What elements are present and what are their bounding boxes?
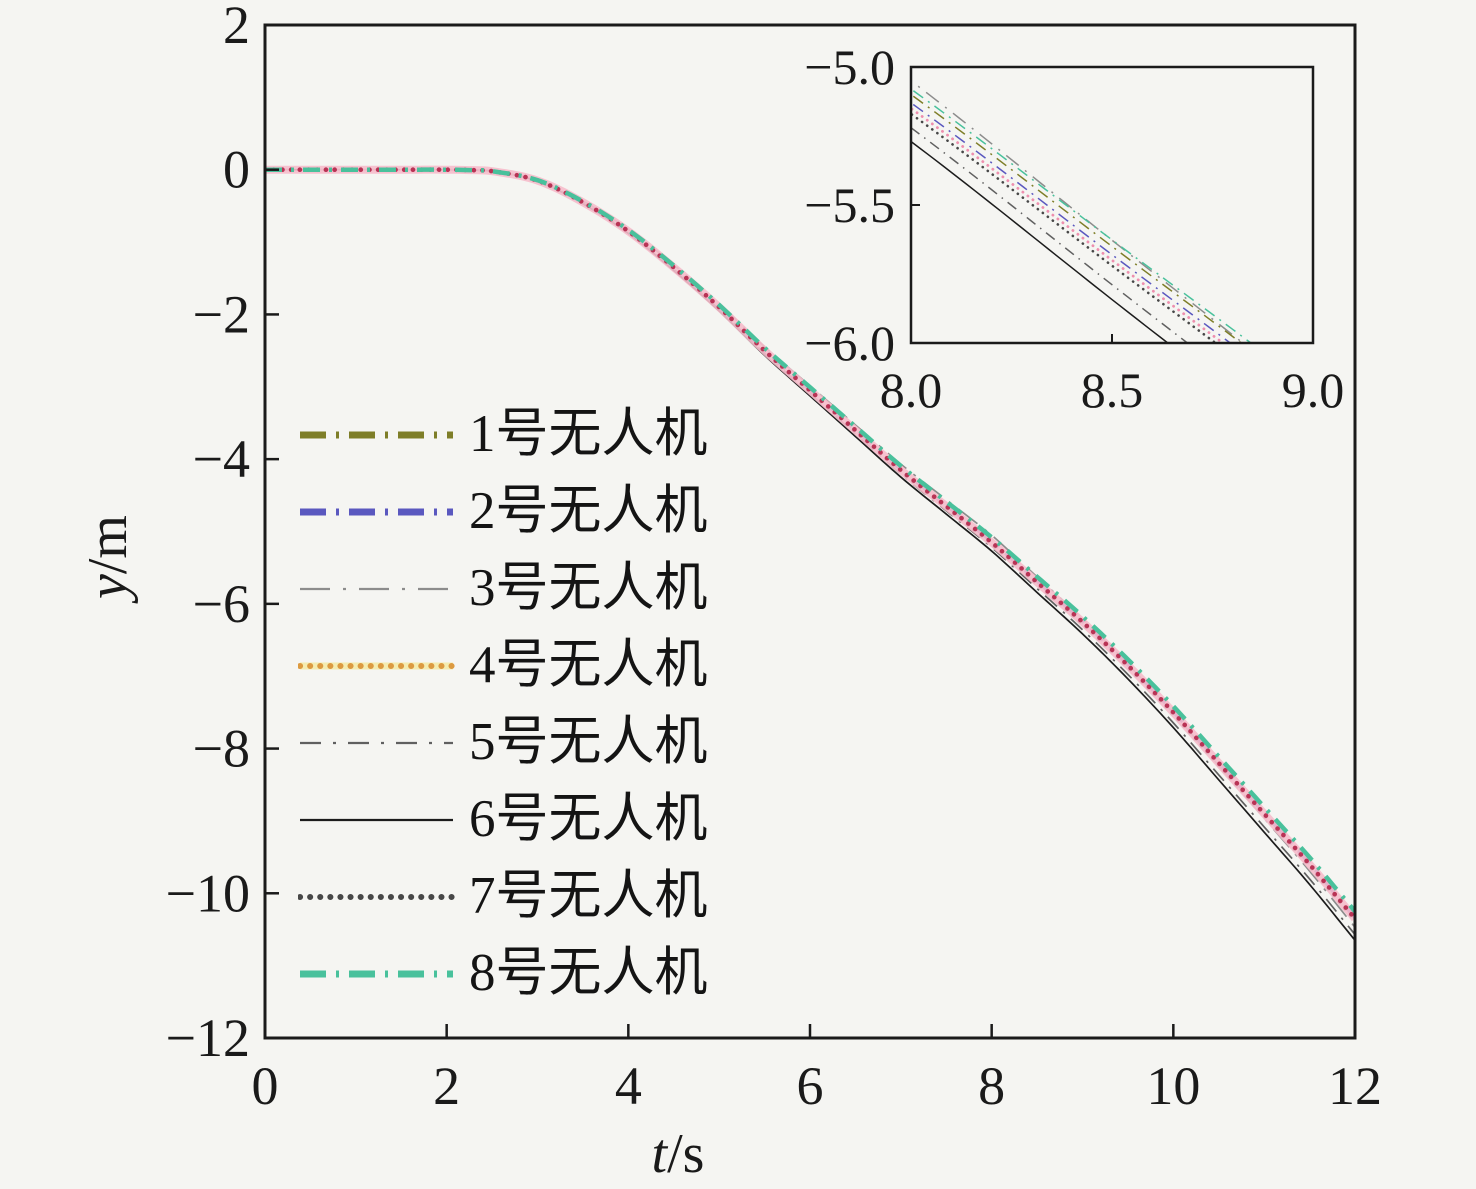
legend-label-7: 7号无人机 <box>469 867 708 925</box>
legend-sample-1 <box>300 431 453 438</box>
x-axis-variable: t <box>651 1123 668 1185</box>
legend-item-6: 6号无人机 <box>298 781 708 858</box>
legend-item-8: 8号无人机 <box>298 935 708 1012</box>
legend-label-5: 5号无人机 <box>469 713 708 771</box>
legend-label-8: 8号无人机 <box>469 944 708 1002</box>
x-tick-label: 10 <box>1146 1056 1200 1116</box>
legend-sample-3 <box>300 587 453 590</box>
legend-label-4: 4号无人机 <box>469 636 708 694</box>
legend: 1号无人机 2号无人机 3号无人机 4号无人机 5号无人机 6号无人机 7号无人机 8号无人机 <box>298 396 708 1012</box>
legend-item-3: 3号无人机 <box>298 550 708 627</box>
y-tick-label: −8 <box>193 719 250 779</box>
legend-label-6: 6号无人机 <box>469 790 708 848</box>
legend-item-5: 5号无人机 <box>298 704 708 781</box>
y-tick-label: −12 <box>166 1008 250 1068</box>
inset-x-tick-label: 8.0 <box>880 362 943 418</box>
y-axis-variable: y <box>76 574 139 599</box>
legend-sample-7 <box>298 893 455 900</box>
x-tick-label: 12 <box>1328 1056 1382 1116</box>
x-tick-label: 4 <box>615 1056 642 1116</box>
legend-sample-4 <box>298 662 455 669</box>
legend-item-7: 7号无人机 <box>298 858 708 935</box>
y-tick-label: −4 <box>193 429 250 489</box>
inset-series-line-4 <box>911 106 1226 343</box>
inset-series-line-7 <box>911 112 1218 343</box>
y-axis-title: y/m <box>76 515 140 599</box>
series-line-4 <box>265 167 1355 921</box>
inset-x-tick-label: 9.0 <box>1282 362 1345 418</box>
y-tick-label: 0 <box>223 140 250 200</box>
legend-label-1: 1号无人机 <box>469 405 708 463</box>
legend-label-3: 3号无人机 <box>469 559 708 617</box>
legend-sample-8 <box>300 970 453 977</box>
inset-curves <box>911 79 1253 343</box>
x-axis-unit: /s <box>667 1123 705 1185</box>
x-tick-label: 8 <box>978 1056 1005 1116</box>
x-tick-label: 2 <box>433 1056 460 1116</box>
legend-sample-2 <box>300 508 453 515</box>
x-axis-title: t/s <box>0 1122 1356 1186</box>
inset-y-tick-label: −6.0 <box>804 315 895 371</box>
legend-item-2: 2号无人机 <box>298 473 708 550</box>
x-tick-label: 0 <box>252 1056 279 1116</box>
y-tick-label: 2 <box>223 0 250 55</box>
inset-series-line-5 <box>911 126 1189 343</box>
inset-y-tick-label: −5.0 <box>804 39 895 95</box>
y-tick-label: −6 <box>193 574 250 634</box>
y-tick-label: −2 <box>193 284 250 344</box>
x-tick-label: 6 <box>797 1056 824 1116</box>
y-axis-unit: /m <box>76 515 139 575</box>
legend-sample-5 <box>300 741 453 744</box>
inset-y-tick-label: −5.5 <box>804 177 895 233</box>
series-line-8 <box>265 167 1355 913</box>
legend-item-1: 1号无人机 <box>298 396 708 473</box>
legend-item-4: 4号无人机 <box>298 627 708 704</box>
main-curves <box>265 165 1355 941</box>
legend-label-2: 2号无人机 <box>469 482 708 540</box>
legend-sample-6 <box>300 818 453 821</box>
inset-x-tick-label: 8.5 <box>1081 362 1144 418</box>
inset-series-line-6 <box>911 140 1170 343</box>
inset-background <box>911 67 1313 343</box>
y-tick-label: −10 <box>166 863 250 923</box>
